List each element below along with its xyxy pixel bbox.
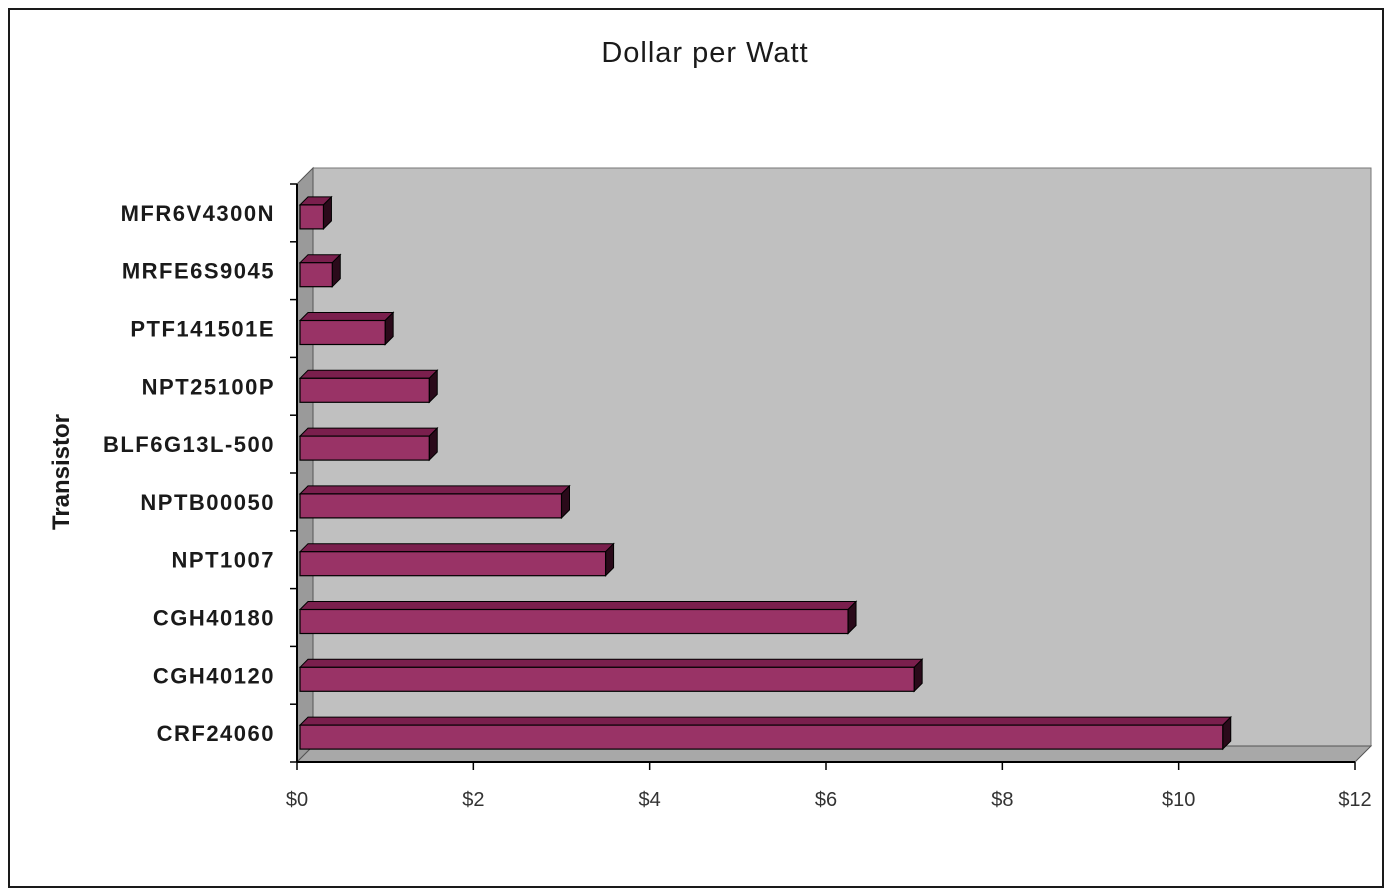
bar bbox=[298, 542, 615, 577]
x-tick-label: $8 bbox=[991, 789, 1013, 811]
x-axis-ticks: $0 $2 $4 $6 $8 $10 $12 bbox=[286, 762, 1372, 811]
x-tick-label: $12 bbox=[1338, 789, 1371, 811]
category-label: CGH40180 bbox=[153, 606, 275, 631]
category-label: CRF24060 bbox=[157, 721, 275, 746]
bar-top-face bbox=[298, 601, 858, 610]
bar-top-face bbox=[298, 716, 1232, 726]
bar bbox=[298, 426, 439, 462]
bar bbox=[298, 311, 395, 346]
x-tick-label: $2 bbox=[462, 789, 484, 811]
bar bbox=[298, 253, 342, 288]
bar-front-face bbox=[299, 319, 386, 346]
x-tick-label: $0 bbox=[286, 789, 308, 811]
bar-front-face bbox=[299, 377, 430, 403]
x-tick-label: $10 bbox=[1162, 789, 1195, 811]
bar-top-face bbox=[298, 369, 439, 379]
bar-front-face bbox=[299, 551, 607, 577]
x-tick-label: $6 bbox=[815, 789, 837, 811]
bar-top-face bbox=[298, 543, 615, 553]
category-label: MRFE6S9045 bbox=[122, 259, 275, 284]
x-tick-label: $4 bbox=[639, 789, 661, 811]
category-label: CGH40120 bbox=[153, 663, 275, 688]
chart-title: Dollar per Watt bbox=[601, 37, 808, 69]
bar-top-face bbox=[298, 427, 439, 437]
bar-top-face bbox=[298, 485, 571, 495]
category-label: BLF6G13L-500 bbox=[103, 432, 275, 457]
bar-front-face bbox=[299, 666, 915, 692]
category-label: NPT25100P bbox=[142, 374, 275, 399]
bar-front-face bbox=[299, 608, 849, 635]
bar bbox=[298, 715, 1232, 751]
bar bbox=[298, 484, 571, 520]
bar bbox=[298, 369, 439, 404]
category-label: PTF141501E bbox=[130, 317, 275, 342]
category-label: NPTB00050 bbox=[140, 490, 275, 515]
bar bbox=[298, 658, 924, 693]
bar-top-face bbox=[298, 312, 395, 321]
category-labels: MFR6V4300N MRFE6S9045 PTF141501E NPT25100P B… bbox=[103, 183, 297, 763]
bar-top-face bbox=[298, 658, 924, 668]
bar-front-face bbox=[299, 262, 333, 288]
bar-series bbox=[298, 195, 1232, 751]
category-label: MFR6V4300N bbox=[121, 201, 275, 226]
bar-front-face bbox=[299, 435, 430, 461]
y-axis-title: Transistor bbox=[48, 414, 75, 530]
bar bbox=[298, 600, 858, 635]
bar-front-face bbox=[299, 493, 563, 519]
category-label: NPT1007 bbox=[172, 548, 275, 573]
bar bbox=[298, 195, 333, 231]
bar-front-face bbox=[299, 204, 325, 230]
bar-front-face bbox=[299, 724, 1224, 750]
